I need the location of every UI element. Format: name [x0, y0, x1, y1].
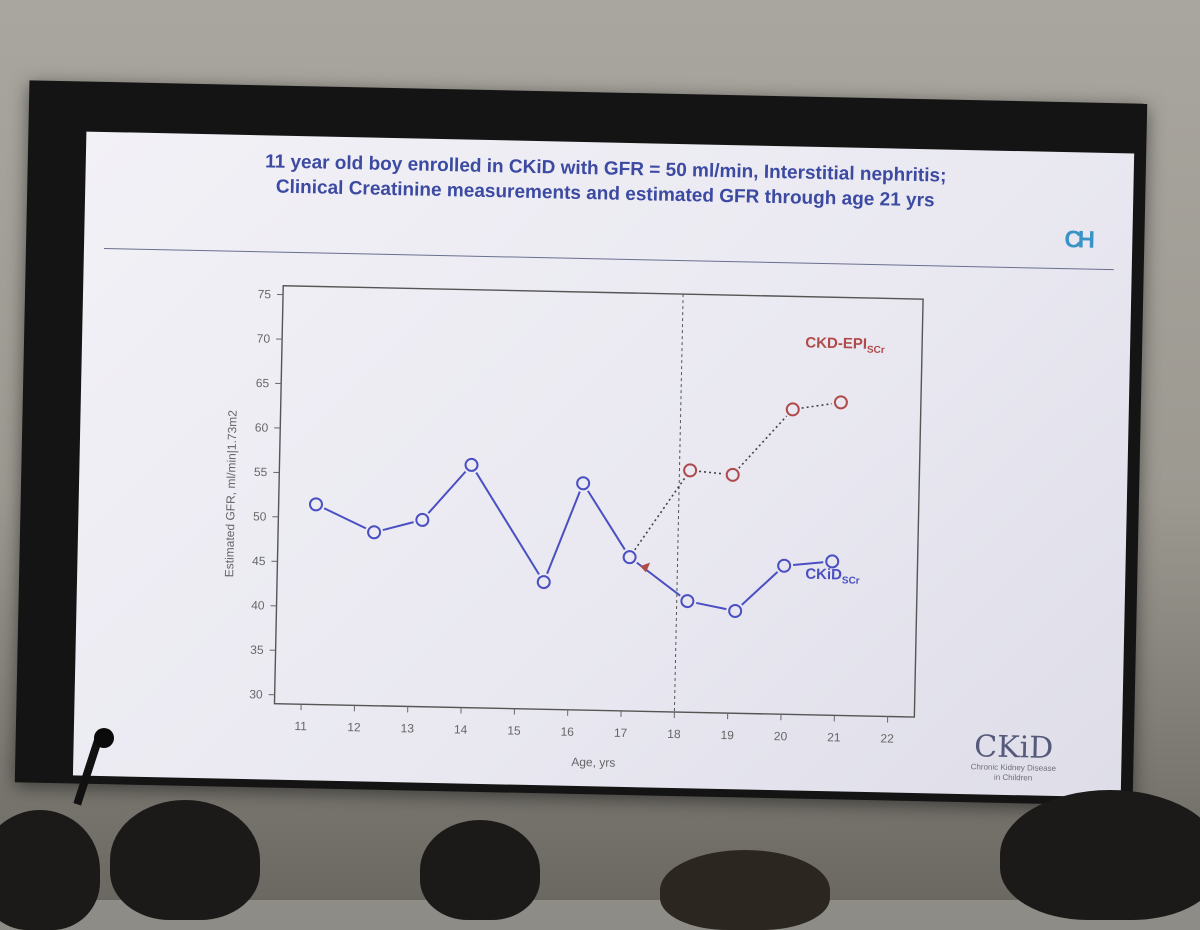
ckid-logo: CKiD Chronic Kidney Disease in Children: [933, 731, 1094, 784]
projection-screen: 11 year old boy enrolled in CKiD with GF…: [15, 80, 1147, 805]
audience-head: [420, 820, 540, 920]
y-tick-label: 45: [252, 554, 266, 568]
microphone-icon: [94, 728, 114, 748]
audience-head: [660, 850, 830, 930]
x-tick-label: 13: [400, 721, 414, 735]
x-tick-label: 20: [774, 729, 788, 743]
x-tick-label: 18: [667, 727, 681, 741]
y-tick-label: 50: [253, 509, 267, 523]
data-point-ckd-epi: [727, 469, 739, 481]
data-point-ckid: [729, 605, 741, 617]
y-tick-label: 35: [250, 643, 264, 657]
data-point-ckid: [310, 498, 322, 510]
series-segment-ckid: [474, 473, 541, 575]
data-point-ckid: [538, 576, 550, 588]
data-point-ckd-epi: [835, 396, 847, 408]
y-tick-label: 70: [257, 332, 271, 346]
gfr-chart: 30 35 40 45 50 55 60 65 70 75 11 12 13 14 15 16 17 18 19 20…: [73, 132, 1134, 798]
x-tick-label: 12: [347, 720, 361, 734]
data-point-ckid: [778, 560, 790, 572]
data-point-ckd-epi: [684, 464, 696, 476]
x-axis-label: Age, yrs: [571, 755, 615, 770]
y-tick-label: 65: [256, 376, 270, 390]
series-segment-ckd-epi: [699, 471, 724, 474]
series-segment-ckid: [742, 571, 778, 605]
y-tick-label: 55: [254, 465, 268, 479]
audience-head: [0, 810, 100, 930]
data-point-ckid: [465, 459, 477, 471]
audience-silhouettes: [0, 790, 1200, 900]
x-tick-label: 14: [454, 722, 468, 736]
series-segment-ckid: [696, 603, 726, 609]
x-tick-label: 17: [614, 726, 628, 740]
audience-head: [1000, 790, 1200, 920]
series-segment-ckid: [547, 491, 580, 574]
data-point-ckid: [368, 526, 380, 538]
x-tick-label: 11: [294, 719, 307, 733]
data-point-ckid: [577, 477, 589, 489]
y-tick-label: 75: [258, 287, 272, 301]
y-tick-label: 40: [251, 598, 265, 612]
series-segment-ckid: [587, 491, 626, 550]
x-tick-label: 22: [880, 731, 894, 745]
series-segment-ckd-epi: [739, 415, 787, 469]
y-tick-label: 60: [255, 420, 269, 434]
data-point-ckid: [681, 595, 693, 607]
data-point-ckid: [623, 551, 635, 563]
series-segment-ckid: [428, 471, 465, 514]
series-segment-ckid: [324, 508, 367, 528]
x-tick-label: 21: [827, 730, 841, 744]
ckid-logo-mark: CKiD: [933, 731, 1094, 764]
audience-head: [110, 800, 260, 920]
series-label-ckid: CKiDSCr: [805, 566, 860, 587]
series-segment-ckd-epi: [802, 403, 832, 409]
age-18-divider: [674, 294, 683, 712]
series-label-ckd-epi: CKD-EPISCr: [805, 334, 885, 356]
y-tick-label: 30: [249, 687, 263, 701]
slide: 11 year old boy enrolled in CKiD with GF…: [73, 132, 1134, 798]
x-tick-label: 15: [507, 724, 521, 738]
y-axis-label: Estimated GFR, ml/min|1.73m2: [222, 410, 240, 578]
data-point-ckd-epi: [787, 403, 799, 415]
data-point-ckid: [416, 514, 428, 526]
x-tick-label: 16: [560, 725, 574, 739]
series-segment-ckid: [383, 522, 414, 531]
series-segment-ckd-epi: [635, 477, 685, 551]
x-tick-label: 19: [720, 728, 734, 742]
